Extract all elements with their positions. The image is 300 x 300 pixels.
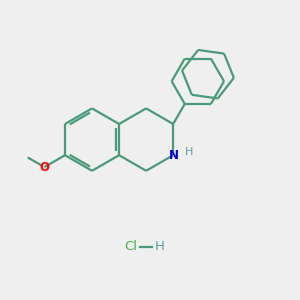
Text: N: N bbox=[169, 149, 179, 162]
Text: H: H bbox=[185, 147, 194, 157]
Text: Cl: Cl bbox=[124, 240, 137, 253]
Text: O: O bbox=[39, 160, 50, 174]
Text: H: H bbox=[155, 240, 165, 253]
